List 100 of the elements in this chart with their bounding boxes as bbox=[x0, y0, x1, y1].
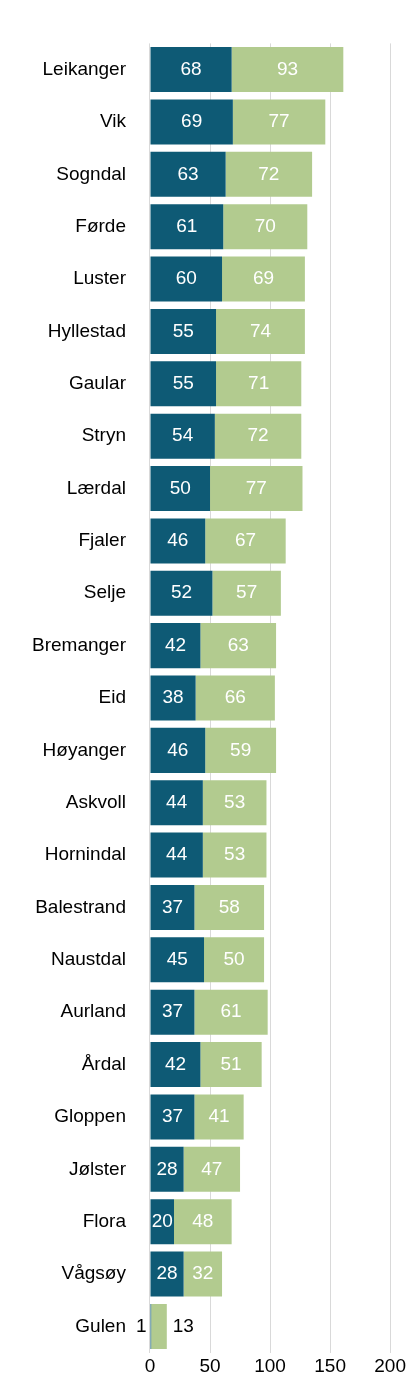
y-tick-label: Selje bbox=[83, 581, 126, 603]
y-tick-label: Vik bbox=[99, 110, 127, 132]
data-label: 54 bbox=[172, 424, 194, 446]
bar bbox=[150, 518, 206, 564]
bar bbox=[150, 99, 233, 145]
bar bbox=[150, 623, 201, 669]
data-label: 28 bbox=[156, 1157, 178, 1179]
bar bbox=[194, 989, 268, 1035]
data-label: 70 bbox=[254, 214, 276, 236]
data-label: 37 bbox=[161, 1000, 184, 1022]
data-label: 37 bbox=[161, 1105, 184, 1127]
bar bbox=[204, 937, 265, 983]
y-tick-label: Askvoll bbox=[65, 790, 126, 812]
bar bbox=[150, 989, 195, 1035]
y-tick-label: Vågsøy bbox=[61, 1262, 127, 1284]
bar bbox=[202, 780, 267, 826]
data-label: 32 bbox=[192, 1262, 214, 1284]
data-label: 52 bbox=[170, 581, 193, 603]
data-label: 55 bbox=[172, 372, 194, 394]
bar bbox=[216, 361, 302, 407]
bar bbox=[200, 1042, 262, 1088]
bar bbox=[212, 570, 281, 616]
data-label: 48 bbox=[192, 1209, 214, 1231]
y-tick-label: Gulen bbox=[75, 1314, 126, 1336]
y-tick-label: Hornindal bbox=[44, 843, 126, 865]
y-tick-label: Høyanger bbox=[42, 738, 127, 760]
data-label: 46 bbox=[167, 529, 189, 551]
bar bbox=[231, 47, 344, 93]
data-label: 59 bbox=[230, 738, 252, 760]
bar bbox=[150, 1094, 195, 1140]
data-label: 51 bbox=[220, 1052, 242, 1074]
bar bbox=[150, 937, 205, 983]
bar bbox=[225, 151, 313, 197]
bar bbox=[150, 204, 224, 250]
y-tick-label: Eid bbox=[98, 686, 126, 708]
bar bbox=[150, 675, 196, 721]
data-label: 61 bbox=[176, 214, 198, 236]
bar bbox=[195, 675, 275, 721]
data-label: 1 bbox=[135, 1314, 147, 1336]
data-label: 57 bbox=[236, 581, 258, 603]
data-label: 38 bbox=[162, 686, 184, 708]
data-label: 42 bbox=[164, 1052, 187, 1074]
data-label: 93 bbox=[276, 57, 299, 79]
data-label: 45 bbox=[166, 948, 188, 970]
data-label: 67 bbox=[234, 529, 257, 551]
bar bbox=[150, 361, 217, 407]
bar bbox=[222, 256, 305, 302]
y-tick-label: Balestrand bbox=[35, 895, 126, 917]
bar bbox=[150, 832, 203, 878]
bar bbox=[205, 518, 286, 564]
x-tick-label: 150 bbox=[314, 1355, 346, 1377]
data-label: 20 bbox=[151, 1209, 173, 1231]
data-label: 63 bbox=[227, 633, 249, 655]
bar bbox=[150, 256, 223, 302]
bar bbox=[214, 413, 302, 459]
x-tick-label: 50 bbox=[199, 1355, 221, 1377]
bar bbox=[200, 623, 277, 669]
y-tick-label: Leikanger bbox=[42, 57, 127, 79]
data-label: 42 bbox=[164, 633, 187, 655]
data-label: 55 bbox=[172, 319, 194, 341]
y-tick-label: Sogndal bbox=[56, 162, 126, 184]
y-tick-label: Bremanger bbox=[31, 633, 127, 655]
data-label: 50 bbox=[169, 476, 191, 498]
bar bbox=[150, 1042, 201, 1088]
x-tick-label: 100 bbox=[254, 1355, 286, 1377]
bar bbox=[150, 1146, 184, 1192]
data-label: 69 bbox=[252, 267, 275, 289]
x-tick-label: 200 bbox=[374, 1355, 406, 1377]
y-tick-label: Aurland bbox=[60, 1000, 126, 1022]
bar bbox=[150, 466, 211, 512]
y-tick-label: Stryn bbox=[81, 424, 126, 446]
bar bbox=[150, 1251, 184, 1297]
bar bbox=[150, 884, 195, 930]
data-label: 77 bbox=[245, 476, 267, 498]
data-label: 74 bbox=[249, 319, 272, 341]
y-tick-label: Førde bbox=[75, 214, 126, 236]
data-label: 69 bbox=[181, 110, 203, 132]
bar bbox=[174, 1199, 232, 1245]
bar bbox=[150, 413, 215, 459]
bar bbox=[150, 308, 217, 354]
data-label: 61 bbox=[220, 1000, 242, 1022]
x-tick-label: 0 bbox=[144, 1355, 156, 1377]
bar bbox=[216, 308, 305, 354]
data-label: 63 bbox=[177, 162, 199, 184]
bar bbox=[202, 832, 267, 878]
bar bbox=[150, 780, 203, 826]
y-tick-label: Flora bbox=[82, 1209, 127, 1231]
y-tick-label: Luster bbox=[73, 267, 127, 289]
data-label: 58 bbox=[218, 895, 240, 917]
y-tick-label: Gloppen bbox=[54, 1105, 126, 1127]
data-label: 47 bbox=[201, 1157, 223, 1179]
y-tick-label: Årdal bbox=[81, 1052, 126, 1074]
bar bbox=[194, 884, 265, 930]
bar bbox=[150, 727, 206, 773]
data-label: 72 bbox=[258, 162, 280, 184]
bar bbox=[232, 99, 326, 145]
data-label: 44 bbox=[166, 790, 188, 812]
data-label: 68 bbox=[180, 57, 202, 79]
data-label: 44 bbox=[166, 843, 188, 865]
y-tick-label: Hyllestad bbox=[47, 319, 126, 341]
